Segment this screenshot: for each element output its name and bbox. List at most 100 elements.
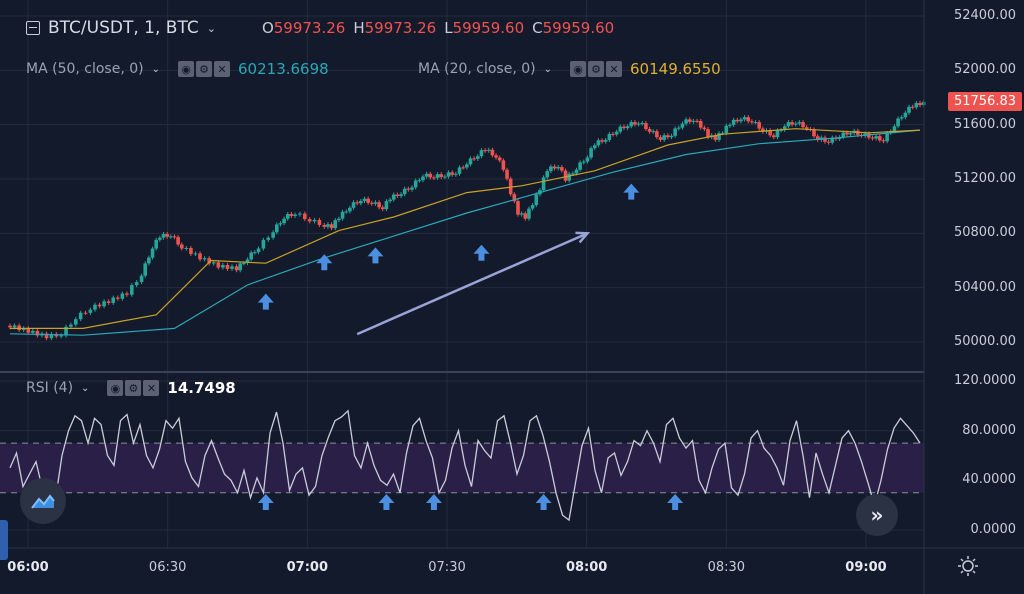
left-edge-tab[interactable] [0, 520, 8, 560]
candle-body [351, 202, 356, 208]
rsi-legend: RSI (4) ⌄ ◉ ⚙ ✕ 14.7498 [26, 379, 236, 397]
ma20-legend: MA (20, close, 0) ⌄ ◉ ⚙ ✕ 60149.6550 [418, 60, 721, 78]
candle-body [116, 297, 120, 299]
close-icon[interactable]: ✕ [143, 380, 160, 396]
candle-body [242, 263, 246, 265]
candle-body [139, 275, 144, 283]
candle-body [278, 223, 283, 225]
price-tick-label: 51200.00 [953, 171, 1016, 186]
rsi-tick-label: 0.0000 [970, 522, 1017, 537]
candle-body [530, 205, 535, 209]
time-tick-label: 06:00 [7, 560, 49, 575]
candle-body [384, 201, 389, 210]
candle-body [143, 263, 148, 276]
candle-body [812, 129, 816, 137]
candle-body [739, 119, 743, 122]
candle-body [130, 285, 134, 295]
candle-body [49, 334, 54, 339]
candle-body [377, 202, 381, 208]
rsi-legend-label[interactable]: RSI (4) [26, 380, 74, 396]
candle-body [826, 141, 831, 143]
candle-body [44, 333, 49, 339]
candle-body [35, 330, 40, 336]
settings-button[interactable] [956, 554, 980, 578]
time-tick-label: 07:00 [286, 560, 329, 575]
candle-body [742, 117, 747, 120]
candle-body [793, 123, 798, 125]
candle-body [731, 119, 736, 125]
candle-body [69, 324, 73, 327]
candle-body [465, 164, 469, 168]
candle-body [563, 170, 568, 181]
gear-icon[interactable]: ⚙ [196, 61, 213, 77]
up-arrow-icon [667, 494, 684, 510]
ma50-line [9, 129, 921, 336]
candle-body [417, 180, 422, 182]
candle-body [443, 176, 447, 178]
candle-body [12, 325, 17, 328]
candle-body [629, 122, 634, 127]
candle-body [592, 145, 597, 149]
candle-body [728, 124, 732, 126]
up-arrow-icon [367, 247, 384, 264]
ma20-legend-label[interactable]: MA (20, close, 0) [418, 61, 536, 77]
candle-body [896, 118, 900, 127]
chevron-down-icon[interactable]: ⌄ [81, 382, 90, 394]
candle-body [161, 233, 166, 238]
candle-body [340, 211, 345, 219]
candle-body [189, 248, 193, 254]
candle-body [274, 224, 279, 233]
rsi-tick-label: 40.0000 [962, 472, 1016, 488]
candle-body [877, 136, 882, 141]
candle-body [380, 207, 385, 210]
candle-body [245, 259, 250, 264]
collapse-icon[interactable] [26, 21, 40, 35]
eye-icon[interactable]: ◉ [107, 380, 124, 396]
ma50-legend: MA (50, close, 0) ⌄ ◉ ⚙ ✕ 60213.6698 [26, 60, 329, 78]
candle-body [669, 135, 674, 138]
candle-body [198, 253, 202, 260]
symbol-title[interactable]: BTC/USDT, 1, BTC [48, 18, 199, 38]
candle-body [782, 126, 787, 130]
candle-body [680, 123, 685, 128]
chevron-down-icon[interactable]: ⌄ [543, 63, 553, 75]
candle-body [702, 127, 707, 130]
candle-body [527, 208, 531, 219]
close-icon[interactable]: ✕ [606, 61, 623, 77]
candle-body [870, 137, 875, 139]
scroll-to-realtime-button[interactable]: » [856, 494, 898, 536]
price-tick-label: 50400.00 [953, 279, 1016, 295]
candle-body [673, 128, 677, 136]
eye-icon[interactable]: ◉ [570, 61, 587, 77]
ohlc-close: C59959.60 [532, 19, 615, 37]
candle-body [93, 304, 97, 310]
close-icon[interactable]: ✕ [214, 61, 231, 77]
chevron-down-icon[interactable]: ⌄ [151, 63, 161, 75]
eye-icon[interactable]: ◉ [178, 61, 195, 77]
chart-style-button[interactable] [20, 478, 66, 524]
chevron-down-icon[interactable]: ⌄ [206, 21, 216, 35]
ma50-legend-label[interactable]: MA (50, close, 0) [26, 61, 144, 77]
gear-icon[interactable]: ⚙ [125, 380, 142, 396]
candle-body [362, 198, 367, 202]
candle-body [307, 219, 312, 222]
time-tick-label: 08:00 [565, 560, 608, 575]
candle-body [556, 167, 560, 169]
candle-body [823, 137, 827, 142]
candle-body [804, 127, 809, 130]
candle-body [154, 239, 158, 249]
candle-body [450, 172, 455, 175]
candle-body [772, 135, 776, 138]
candle-body [322, 225, 327, 227]
candle-body [662, 135, 666, 140]
signal-arrows [257, 183, 684, 510]
candle-body [120, 293, 125, 299]
candle-body [59, 335, 63, 337]
candle-body [102, 301, 106, 307]
candle-body [125, 293, 129, 295]
candle-body [779, 129, 783, 131]
candle-body [207, 258, 211, 264]
candle-body [234, 266, 239, 271]
gear-icon[interactable]: ⚙ [588, 61, 605, 77]
candle-body [750, 121, 754, 123]
